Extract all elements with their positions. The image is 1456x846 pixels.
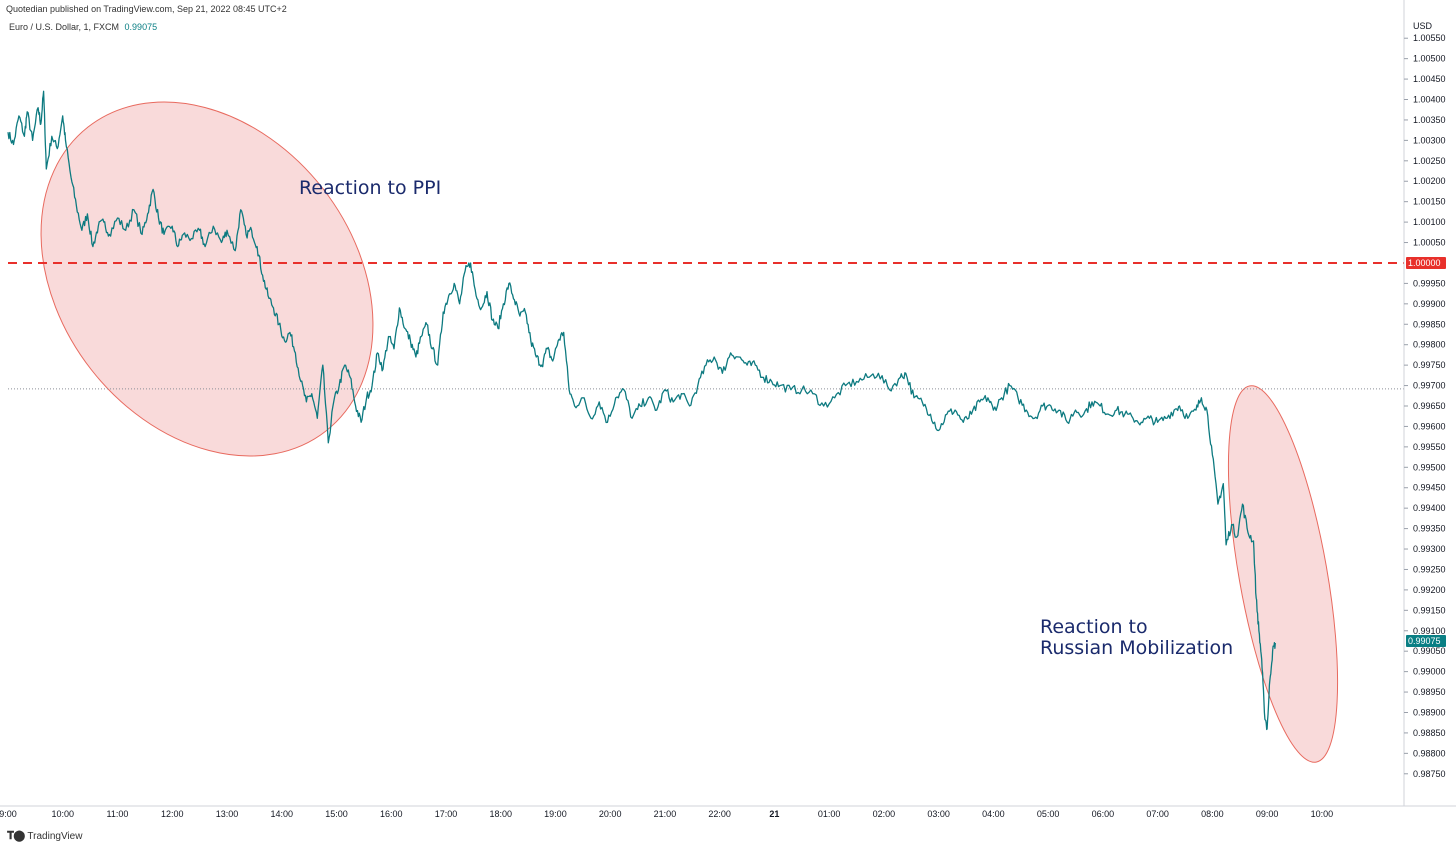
price-tick-label: 1.00250 <box>1413 156 1446 166</box>
time-tick-label: 05:00 <box>1037 809 1060 819</box>
annotation-line: Reaction to PPI <box>299 177 441 199</box>
time-tick-label: 10:00 <box>51 809 74 819</box>
reference-lines <box>8 261 1404 390</box>
time-tick-label: 15:00 <box>325 809 348 819</box>
price-tick-label: 0.99300 <box>1413 544 1446 554</box>
price-series <box>7 90 1276 731</box>
price-tick-label: 0.98800 <box>1413 748 1446 758</box>
annotation-line: Reaction to <box>1040 616 1148 638</box>
annotation-line: Russian Mobilization <box>1040 637 1233 659</box>
annotation-note: Reaction to PPI <box>299 177 441 199</box>
price-tick-label: 0.99150 <box>1413 605 1446 615</box>
price-tick-label: 0.99700 <box>1413 381 1446 391</box>
price-tags: 1.00000 0.99075 <box>1406 256 1446 647</box>
currency-label: USD <box>1413 21 1433 31</box>
symbol-legend: Euro / U.S. Dollar, 1, FXCM 0.99075 <box>9 22 157 32</box>
price-tick-label: 0.99800 <box>1413 340 1446 350</box>
time-tick-label: 21:00 <box>654 809 677 819</box>
price-tick-label: 0.99900 <box>1413 299 1446 309</box>
time-tick-label: 12:00 <box>161 809 184 819</box>
time-tick-label: 13:00 <box>216 809 239 819</box>
price-tick-label: 1.00050 <box>1413 238 1446 248</box>
price-tick-label: 0.99600 <box>1413 421 1446 431</box>
annotation-note: Reaction to Russian Mobilization <box>1040 616 1233 659</box>
time-tick-label: 03:00 <box>927 809 950 819</box>
symbol-name: Euro / U.S. Dollar, 1, FXCM <box>9 22 120 32</box>
price-tick-label: 1.00100 <box>1413 217 1446 227</box>
time-tick-label: 04:00 <box>982 809 1005 819</box>
time-tick-label: 07:00 <box>1146 809 1169 819</box>
time-tick-label: 09:00 <box>1256 809 1279 819</box>
tradingview-logo-icon: 𝐓⬤ <box>7 830 25 842</box>
time-tick-label: 01:00 <box>818 809 841 819</box>
price-tick-label: 1.00300 <box>1413 135 1446 145</box>
time-tick-label: 11:00 <box>107 809 129 819</box>
price-tick-label: 0.99400 <box>1413 503 1446 513</box>
price-tick-label: 1.00200 <box>1413 176 1446 186</box>
parity-price-tag-bg <box>1406 256 1446 269</box>
time-tick-label: 10:00 <box>1311 809 1334 819</box>
price-tick-label: 0.98750 <box>1413 769 1446 779</box>
price-tick-label: 0.99750 <box>1413 360 1446 370</box>
price-tick-label: 0.99500 <box>1413 462 1446 472</box>
price-tick-label: 0.99250 <box>1413 564 1446 574</box>
last-price-tag-bg <box>1406 634 1446 647</box>
price-tick-label: 0.99100 <box>1413 626 1446 636</box>
annotation-ellipses <box>40 101 1339 763</box>
time-tick-label: 17:00 <box>435 809 458 819</box>
eurusd-price-line <box>7 90 1276 731</box>
time-tick-label: 19:00 <box>544 809 567 819</box>
price-axis[interactable]: USD 1.00550 1.00500 1.00450 1.00400 1.00350 1.… <box>1403 0 1446 806</box>
price-tick-label: 1.00500 <box>1413 54 1446 64</box>
mobilization-ellipse <box>1227 385 1339 763</box>
publisher-caption: Quotedian published on TradingView.com, … <box>6 4 287 14</box>
time-tick-label: 20:00 <box>599 809 622 819</box>
time-tick-label: 16:00 <box>380 809 403 819</box>
time-tick-label: 18:00 <box>489 809 512 819</box>
price-tick-label: 0.99200 <box>1413 585 1446 595</box>
time-tick-label: 08:00 <box>1201 809 1224 819</box>
time-tick-label: 02:00 <box>873 809 896 819</box>
time-axis[interactable]: 9:00 10:00 11:00 12:00 13:00 14:00 15:00 16:00 1… <box>0 805 1456 819</box>
price-tick-label: 0.98850 <box>1413 728 1446 738</box>
time-tick-label: 22:00 <box>708 809 731 819</box>
legend-last-price: 0.99075 <box>124 22 158 32</box>
price-tick-label: 1.00400 <box>1413 95 1446 105</box>
price-tick-label: 0.99050 <box>1413 646 1446 656</box>
time-tick-label: 14:00 <box>270 809 293 819</box>
price-tick-label: 1.00350 <box>1413 115 1446 125</box>
time-tick-label: 9:00 <box>0 809 17 819</box>
parity-price-tag: 1.00000 <box>1408 258 1441 268</box>
price-tick-label: 0.99350 <box>1413 524 1446 534</box>
last-price-tag: 0.99075 <box>1408 636 1441 646</box>
price-tick-label: 0.99850 <box>1413 319 1446 329</box>
price-tick-label: 0.99650 <box>1413 401 1446 411</box>
price-tick-label: 1.00550 <box>1413 33 1446 43</box>
price-tick-label: 1.00450 <box>1413 74 1446 84</box>
price-tick-label: 0.99450 <box>1413 483 1446 493</box>
price-tick-label: 0.98950 <box>1413 687 1446 697</box>
brand-label: TradingView <box>27 830 83 842</box>
tradingview-brand[interactable]: 𝐓⬤ TradingView <box>7 829 82 843</box>
price-tick-label: 0.99550 <box>1413 442 1446 452</box>
price-tick-label: 0.98900 <box>1413 707 1446 717</box>
price-tick-label: 0.99950 <box>1413 278 1446 288</box>
price-tick-label: 0.99000 <box>1413 667 1446 677</box>
ppi-ellipse <box>40 101 374 457</box>
time-tick-label: 21 <box>769 809 779 819</box>
time-tick-label: 06:00 <box>1092 809 1115 819</box>
annotation-notes: Reaction to PPI Reaction to Russian Mobili… <box>299 177 1233 659</box>
price-tick-label: 1.00150 <box>1413 197 1446 207</box>
